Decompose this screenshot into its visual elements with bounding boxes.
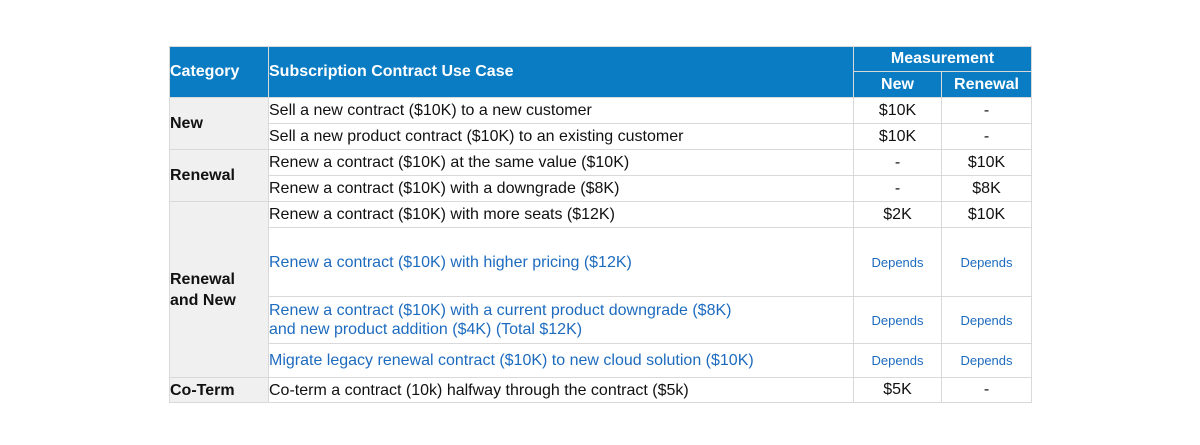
renewal-value: Depends	[941, 227, 1032, 297]
table-row: Co-Term Co-term a contract (10k) halfway…	[169, 377, 1032, 403]
renewal-value: Depends	[941, 343, 1032, 378]
table-row: Renew a contract ($10K) with higher pric…	[170, 227, 1032, 297]
use-case-cell: Renew a contract ($10K) with a current p…	[268, 296, 854, 344]
subscription-use-case-table: Category Subscription Contract Use Case …	[169, 46, 1032, 403]
renewal-value: $10K	[941, 149, 1032, 176]
category-line: Renewal	[170, 270, 235, 288]
renewal-value: $8K	[941, 175, 1032, 202]
use-case-cell: Sell a new contract ($10K) to a new cust…	[268, 97, 854, 124]
new-value: $2K	[853, 201, 942, 228]
new-value: Depends	[853, 227, 942, 297]
table-row: Renew a contract ($10K) with a current p…	[170, 296, 1032, 344]
category-coterm: Co-Term	[169, 377, 269, 403]
new-value: Depends	[853, 296, 942, 344]
table-row: New Sell a new contract ($10K) to a new …	[169, 97, 1032, 150]
new-value: $10K	[853, 123, 942, 150]
new-value: -	[853, 149, 942, 176]
use-case-line: Renew a contract ($10K) with a current p…	[269, 302, 732, 319]
category-line: and New	[170, 291, 236, 309]
use-case-cell: Co-term a contract (10k) halfway through…	[268, 377, 854, 403]
use-case-line: and new product addition ($4K) (Total $1…	[269, 321, 583, 338]
use-case-cell: Renew a contract ($10K) with more seats …	[268, 201, 854, 228]
header-use-case: Subscription Contract Use Case	[268, 46, 854, 98]
new-value: $10K	[853, 97, 942, 124]
renewal-value: $10K	[941, 201, 1032, 228]
table-row: Renewal and New Renew a contract ($10K) …	[169, 201, 1032, 378]
new-value: $5K	[853, 377, 942, 403]
renewal-value: Depends	[941, 296, 1032, 344]
header-renewal: Renewal	[941, 71, 1032, 98]
header-new: New	[853, 71, 942, 98]
category-new: New	[169, 97, 269, 150]
header-category: Category	[169, 46, 269, 98]
table-row: Sell a new product contract ($10K) to an…	[170, 123, 1032, 150]
use-case-cell: Renew a contract ($10K) with a downgrade…	[268, 175, 854, 202]
renewal-value: -	[941, 123, 1032, 150]
category-renewal: Renewal	[169, 149, 269, 202]
new-value: -	[853, 175, 942, 202]
use-case-cell: Renew a contract ($10K) with higher pric…	[268, 227, 854, 297]
table-row: Migrate legacy renewal contract ($10K) t…	[170, 343, 1032, 378]
renewal-value: -	[941, 97, 1032, 124]
new-value: Depends	[853, 343, 942, 378]
table-row: Renew a contract ($10K) with a downgrade…	[170, 175, 1032, 202]
use-case-cell: Renew a contract ($10K) at the same valu…	[268, 149, 854, 176]
use-case-cell: Sell a new product contract ($10K) to an…	[268, 123, 854, 150]
use-case-cell: Migrate legacy renewal contract ($10K) t…	[268, 343, 854, 378]
category-renewal-and-new: Renewal and New	[169, 201, 269, 378]
header-measurement: Measurement	[853, 46, 1032, 72]
renewal-value: -	[941, 377, 1032, 403]
table-row: Renewal Renew a contract ($10K) at the s…	[169, 149, 1032, 202]
